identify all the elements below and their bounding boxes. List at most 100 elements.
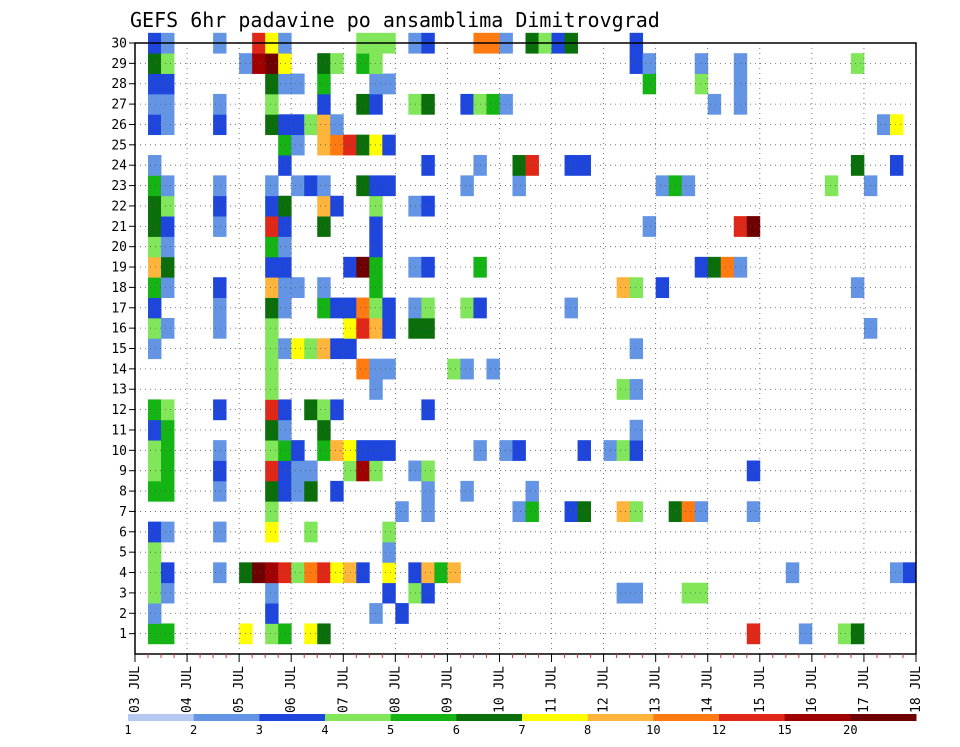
heatmap-cell — [460, 93, 474, 115]
heatmap-cell — [278, 195, 292, 217]
x-axis: 03 JUL 04 JUL 05 JUL 06 JUL 07 JUL 08 JUL 09 J… — [128, 654, 924, 713]
heatmap-cell — [148, 603, 162, 624]
y-tick-label: 22 — [111, 199, 127, 214]
heatmap-cell — [369, 236, 383, 258]
y-tick-label: 6 — [119, 525, 127, 540]
heatmap-cell — [148, 562, 162, 584]
heatmap-cell — [512, 501, 526, 523]
x-tick-label: 08 JUL — [388, 666, 403, 713]
heatmap-cell — [148, 521, 162, 543]
heatmap-cell — [148, 440, 162, 461]
x-tick-label: 05 JUL — [232, 666, 247, 713]
heatmap-cell — [317, 623, 331, 645]
heatmap-cell — [148, 53, 162, 74]
heatmap-cell — [330, 114, 344, 136]
heatmap-cell — [577, 440, 591, 461]
x-tick-label: 14 JUL — [701, 666, 716, 713]
heatmap-cell — [265, 603, 279, 624]
y-tick-label: 18 — [111, 281, 127, 296]
heatmap-cell — [460, 358, 474, 380]
x-tick-label: 17 JUL — [857, 666, 872, 713]
heatmap-cell — [278, 419, 292, 441]
heatmap-cell — [291, 338, 305, 360]
heatmap-cell — [317, 562, 331, 584]
heatmap-cell — [382, 582, 396, 604]
heatmap-cell — [213, 562, 227, 584]
heatmap-cell — [564, 155, 578, 176]
heatmap-cell — [629, 419, 644, 441]
heatmap-cell — [330, 440, 344, 461]
heatmap-cell — [317, 419, 331, 441]
heatmap-cell — [330, 134, 344, 156]
heatmap-cell — [824, 175, 839, 197]
heatmap-cell — [213, 317, 227, 339]
heatmap-cell — [369, 256, 383, 278]
heatmap-cell — [369, 277, 383, 298]
heatmap-cell — [369, 379, 383, 400]
heatmap-cell — [278, 73, 292, 95]
heatmap-cell — [382, 541, 396, 563]
heatmap-cell — [421, 155, 435, 176]
heatmap-cell — [148, 297, 162, 319]
heatmap-cell — [265, 277, 279, 298]
heatmap-cell — [421, 256, 435, 278]
heatmap-cell — [148, 195, 162, 217]
heatmap-cell — [161, 623, 175, 645]
heatmap-cell — [421, 297, 435, 319]
heatmap-cell — [343, 440, 357, 461]
heatmap-cell — [265, 195, 279, 217]
heatmap-cell — [148, 216, 162, 237]
heatmap-cell — [486, 358, 500, 380]
heatmap-cell — [564, 501, 578, 523]
heatmap-cell — [278, 480, 292, 502]
heatmap-cell — [148, 256, 162, 278]
y-tick-label: 23 — [111, 179, 127, 194]
heatmap-cell — [278, 216, 292, 237]
y-tick-label: 5 — [119, 546, 127, 561]
heatmap-cell — [278, 562, 292, 584]
heatmap-cell — [213, 114, 227, 136]
heatmap-cell — [616, 440, 631, 461]
colorbar-swatch — [259, 714, 326, 721]
heatmap-cell — [616, 582, 631, 604]
heatmap-cell — [382, 134, 396, 156]
x-tick-label: 04 JUL — [180, 666, 195, 713]
heatmap-cell — [317, 53, 331, 74]
y-tick-label: 10 — [111, 444, 127, 459]
heatmap-cell — [278, 460, 292, 482]
heatmap-cell — [421, 480, 435, 502]
y-tick-label: 4 — [119, 566, 127, 581]
heatmap-cell — [161, 440, 175, 461]
y-tick-label: 7 — [119, 505, 127, 520]
heatmap-cell — [837, 623, 852, 645]
heatmap-cell — [525, 480, 539, 502]
heatmap-cell — [265, 379, 279, 400]
heatmap-cell — [213, 297, 227, 319]
heatmap-cell — [499, 440, 513, 461]
heatmap-cell — [278, 277, 292, 298]
x-tick-label: 07 JUL — [336, 666, 351, 713]
colorbar-swatch — [784, 714, 851, 721]
heatmap-cell — [161, 175, 175, 197]
heatmap-cell — [291, 134, 305, 156]
x-tick-label: 13 JUL — [649, 666, 664, 713]
heatmap-cell — [291, 562, 305, 584]
colorbar-label: 10 — [646, 723, 660, 737]
heatmap-cell — [356, 297, 370, 319]
heatmap-cell — [278, 623, 292, 645]
heatmap-cell — [278, 297, 292, 319]
heatmap-cell — [369, 195, 383, 217]
heatmap-cell — [265, 358, 279, 380]
colorbar-label: 5 — [387, 723, 394, 737]
x-tick-label: 11 JUL — [545, 666, 560, 713]
heatmap-cell — [161, 480, 175, 502]
heatmap-cell — [720, 256, 735, 278]
heatmap-cell — [343, 297, 357, 319]
heatmap-cell — [330, 480, 344, 502]
heatmap-cell — [382, 358, 396, 380]
heatmap-cell — [291, 114, 305, 136]
heatmap-cell — [382, 73, 396, 95]
heatmap-cell — [161, 399, 175, 421]
heatmap-cell — [512, 155, 526, 176]
heatmap-cell — [369, 134, 383, 156]
